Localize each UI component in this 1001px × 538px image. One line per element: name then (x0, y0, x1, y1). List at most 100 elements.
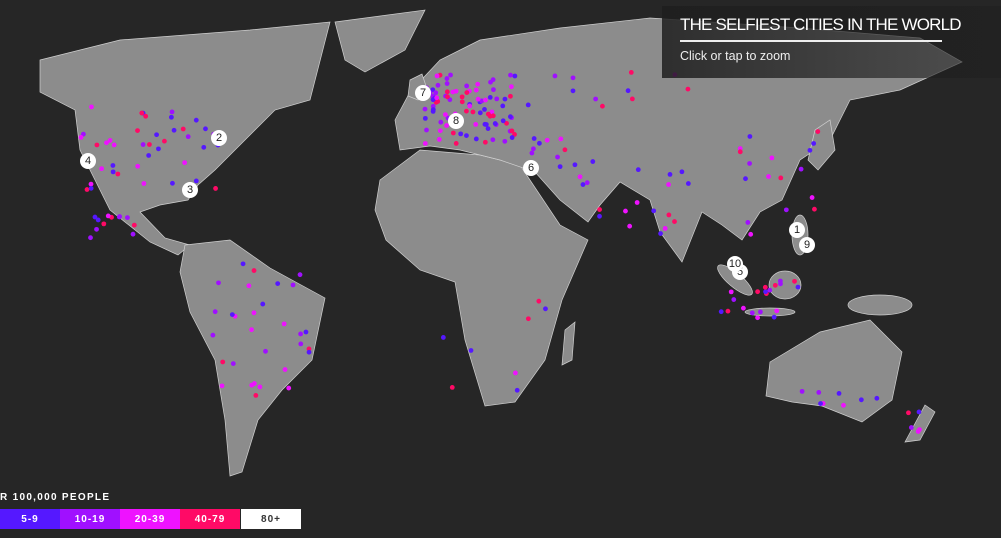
city-dot[interactable] (718, 309, 724, 315)
city-dot[interactable] (577, 174, 583, 180)
city-dot[interactable] (467, 103, 473, 109)
city-dot[interactable] (201, 144, 207, 150)
city-dot[interactable] (487, 94, 493, 100)
city-dot[interactable] (512, 73, 518, 79)
city-dot[interactable] (737, 146, 743, 151)
city-dot[interactable] (766, 174, 771, 179)
city-dot[interactable] (156, 146, 161, 152)
city-dot[interactable] (490, 113, 496, 119)
city-dot[interactable] (464, 108, 469, 114)
city-dot[interactable] (917, 427, 922, 432)
city-dot[interactable] (282, 367, 288, 372)
city-dot[interactable] (836, 390, 842, 396)
city-dot[interactable] (555, 154, 560, 160)
city-dot[interactable] (774, 308, 780, 314)
city-dot[interactable] (140, 142, 146, 147)
city-dot[interactable] (514, 387, 520, 393)
city-dot[interactable] (193, 117, 199, 123)
city-dot[interactable] (537, 140, 542, 146)
city-dot[interactable] (230, 361, 236, 366)
city-dot[interactable] (557, 164, 563, 170)
city-dot[interactable] (755, 315, 760, 321)
city-dot[interactable] (143, 113, 149, 119)
city-dot[interactable] (203, 126, 208, 132)
city-dot[interactable] (449, 384, 455, 390)
city-dot[interactable] (740, 305, 746, 311)
city-dot[interactable] (251, 268, 257, 273)
city-dot[interactable] (748, 231, 754, 237)
city-dot[interactable] (257, 384, 263, 390)
city-dot[interactable] (662, 226, 668, 231)
city-dot[interactable] (807, 147, 813, 153)
city-dot[interactable] (422, 106, 428, 112)
city-dot[interactable] (479, 98, 485, 104)
city-dot[interactable] (667, 171, 673, 177)
city-dot[interactable] (130, 231, 136, 237)
city-dot[interactable] (489, 109, 495, 115)
city-dot[interactable] (220, 359, 226, 365)
city-dot[interactable] (468, 348, 474, 353)
city-dot[interactable] (433, 90, 439, 96)
city-dot[interactable] (625, 88, 631, 94)
city-dot[interactable] (629, 96, 635, 102)
city-dot[interactable] (303, 329, 309, 335)
city-dot[interactable] (88, 235, 93, 241)
city-dot[interactable] (783, 207, 789, 213)
city-dot[interactable] (444, 81, 450, 86)
city-dot[interactable] (253, 392, 259, 398)
city-dot[interactable] (508, 72, 513, 78)
city-dot[interactable] (260, 301, 266, 307)
city-dot[interactable] (444, 76, 450, 81)
city-dot[interactable] (193, 178, 199, 184)
city-dot[interactable] (679, 169, 685, 175)
city-dot[interactable] (778, 281, 783, 287)
city-dot[interactable] (728, 289, 734, 295)
city-dot[interactable] (762, 284, 768, 290)
rank-marker-10[interactable]: 10 (727, 256, 743, 272)
city-dot[interactable] (89, 104, 94, 110)
city-dot[interactable] (435, 82, 441, 88)
city-dot[interactable] (874, 395, 880, 401)
city-dot[interactable] (94, 142, 100, 148)
city-dot[interactable] (170, 180, 175, 186)
city-dot[interactable] (430, 87, 436, 93)
city-dot[interactable] (502, 138, 508, 144)
city-dot[interactable] (171, 127, 177, 133)
city-dot[interactable] (435, 99, 441, 104)
city-dot[interactable] (763, 289, 768, 295)
city-dot[interactable] (263, 348, 268, 354)
city-dot[interactable] (635, 167, 641, 173)
city-dot[interactable] (298, 341, 304, 347)
city-dot[interactable] (798, 166, 804, 172)
city-dot[interactable] (470, 109, 476, 115)
city-dot[interactable] (531, 136, 537, 141)
city-dot[interactable] (95, 217, 101, 223)
city-dot[interactable] (584, 180, 590, 186)
city-dot[interactable] (475, 81, 481, 87)
city-dot[interactable] (507, 114, 513, 120)
city-dot[interactable] (731, 297, 737, 302)
city-dot[interactable] (485, 126, 491, 132)
city-dot[interactable] (755, 289, 761, 295)
city-dot[interactable] (525, 102, 531, 108)
city-dot[interactable] (504, 120, 509, 126)
city-dot[interactable] (290, 282, 296, 288)
city-dot[interactable] (210, 332, 216, 338)
city-dot[interactable] (453, 141, 459, 146)
city-dot[interactable] (749, 310, 755, 316)
city-dot[interactable] (438, 119, 444, 125)
city-dot[interactable] (459, 99, 465, 105)
city-dot[interactable] (437, 128, 443, 134)
city-dot[interactable] (513, 370, 518, 376)
city-dot[interactable] (443, 112, 448, 117)
rank-marker-8[interactable]: 8 (448, 113, 464, 129)
city-dot[interactable] (107, 138, 113, 143)
city-dot[interactable] (590, 159, 596, 164)
city-dot[interactable] (147, 142, 152, 147)
city-dot[interactable] (430, 107, 436, 113)
city-dot[interactable] (482, 121, 488, 127)
city-dot[interactable] (162, 138, 167, 144)
rank-marker-9[interactable]: 9 (799, 237, 815, 253)
rank-marker-4[interactable]: 4 (80, 153, 96, 169)
